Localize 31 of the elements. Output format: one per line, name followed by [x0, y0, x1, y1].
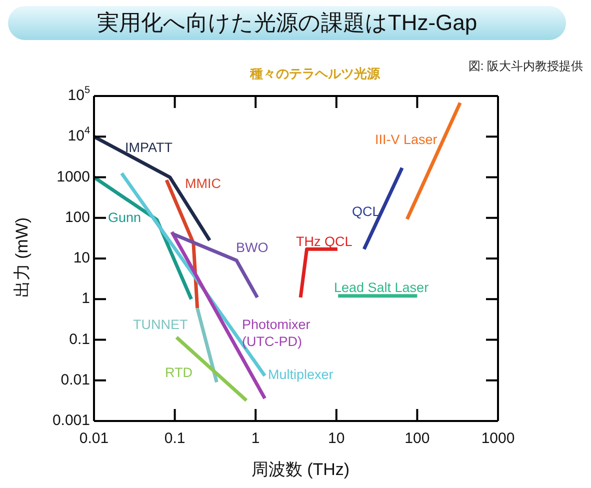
y-tick-label: 100 — [64, 208, 90, 226]
series-label: TUNNET — [133, 316, 188, 333]
y-tick-label: 10$^{4}$ — [68, 126, 90, 145]
x-tick-label: 10 — [328, 430, 345, 447]
series-label: IMPATT — [125, 139, 172, 156]
x-tick-label: 0.1 — [164, 430, 186, 447]
y-tick-label: 0.01 — [60, 371, 90, 388]
series-label: Gunn — [108, 209, 142, 226]
series-label: BWO — [236, 239, 268, 256]
series-label: III-V Laser — [375, 131, 438, 148]
y-tick-label: 10$^{5}$ — [68, 85, 90, 104]
chart-title: 実用化へ向けた光源の課題はTHz-Gap — [96, 10, 478, 35]
y-tick-label: 1 — [82, 290, 90, 308]
y-tick-label: 1000 — [56, 168, 90, 186]
y-axis-title: 出力 (mW) — [12, 216, 32, 300]
text: 図: 阪大斗内教授提供 — [468, 58, 583, 75]
series-label: MMIC — [185, 175, 221, 192]
y-tick-label: 10 — [73, 249, 90, 266]
series-label: Photomixer (UTC-PD) — [242, 316, 310, 350]
series-label: Multiplexer — [268, 366, 334, 383]
series-label: Lead Salt Laser — [334, 279, 429, 296]
y-tick-label: 0.1 — [69, 330, 90, 348]
series-label: THz QCL — [296, 233, 352, 250]
x-tick-label: 100 — [404, 430, 430, 447]
y-tick-label: 0.001 — [52, 412, 90, 429]
x-tick-label: 1000 — [481, 430, 515, 447]
series-label: QCL — [352, 203, 380, 220]
series-label: RTD — [165, 364, 193, 381]
chart-subtitle: 種々のテラヘルツ光源 — [250, 65, 380, 83]
x-tick-label: 1 — [251, 430, 260, 447]
x-axis-title: 周波数 (THz) — [251, 460, 350, 479]
